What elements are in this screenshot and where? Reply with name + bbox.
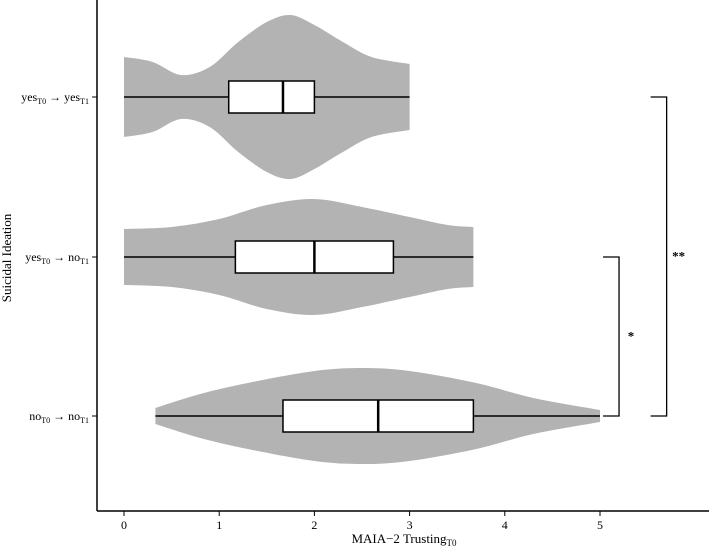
significance-label: **: [672, 249, 685, 264]
label-subscript: T1: [80, 97, 89, 106]
label-subscript: T0: [37, 97, 46, 106]
label-subscript: T0: [41, 416, 50, 425]
significance-layer: ***: [603, 96, 685, 417]
significance-bracket: [650, 96, 668, 417]
y-axis-title: Suicidal Ideation: [0, 213, 14, 302]
violins-layer: [124, 14, 600, 464]
significance-bracket: [603, 256, 620, 417]
boxplots-layer: [124, 80, 600, 433]
label-main-part: yes: [25, 250, 41, 264]
x-tick-label: 5: [597, 518, 603, 532]
label-subscript: T0: [41, 257, 50, 266]
label-subscript: T1: [80, 416, 89, 425]
label-main-part: no: [68, 250, 80, 264]
label-main-part: no: [29, 409, 41, 423]
significance-label: *: [628, 329, 635, 344]
x-axis-title: MAIA−2 TrustingT0: [351, 531, 457, 546]
y-tick-label: yesT0​ → yesT1​: [21, 90, 89, 106]
x-tick-label: 1: [216, 518, 222, 532]
x-tick-label: 4: [502, 518, 508, 532]
label-main-part: →: [50, 250, 68, 264]
x-tick-label: 0: [121, 518, 127, 532]
label-main-part: →: [46, 90, 64, 104]
y-tick-label: noT0​ → noT1​: [29, 409, 89, 425]
label-main-part: no: [68, 409, 80, 423]
x-tick-label: 2: [311, 518, 317, 532]
x-title-subscript: T0: [447, 538, 457, 546]
x-tick-label: 3: [407, 518, 413, 532]
label-main-part: yes: [21, 90, 37, 104]
iqr-box: [227, 80, 316, 114]
axes-layer: 0 1 2 3 4 5 yesT0​ → yesT1​ yesT0​ → noT1​ noT0​…: [21, 0, 709, 532]
y-tick-label: yesT0​ → noT1​: [25, 250, 89, 266]
x-title-main: MAIA−2 Trusting: [351, 531, 447, 546]
label-subscript: T1: [80, 257, 89, 266]
label-main-part: →: [50, 409, 68, 423]
label-main-part: yes: [64, 90, 80, 104]
